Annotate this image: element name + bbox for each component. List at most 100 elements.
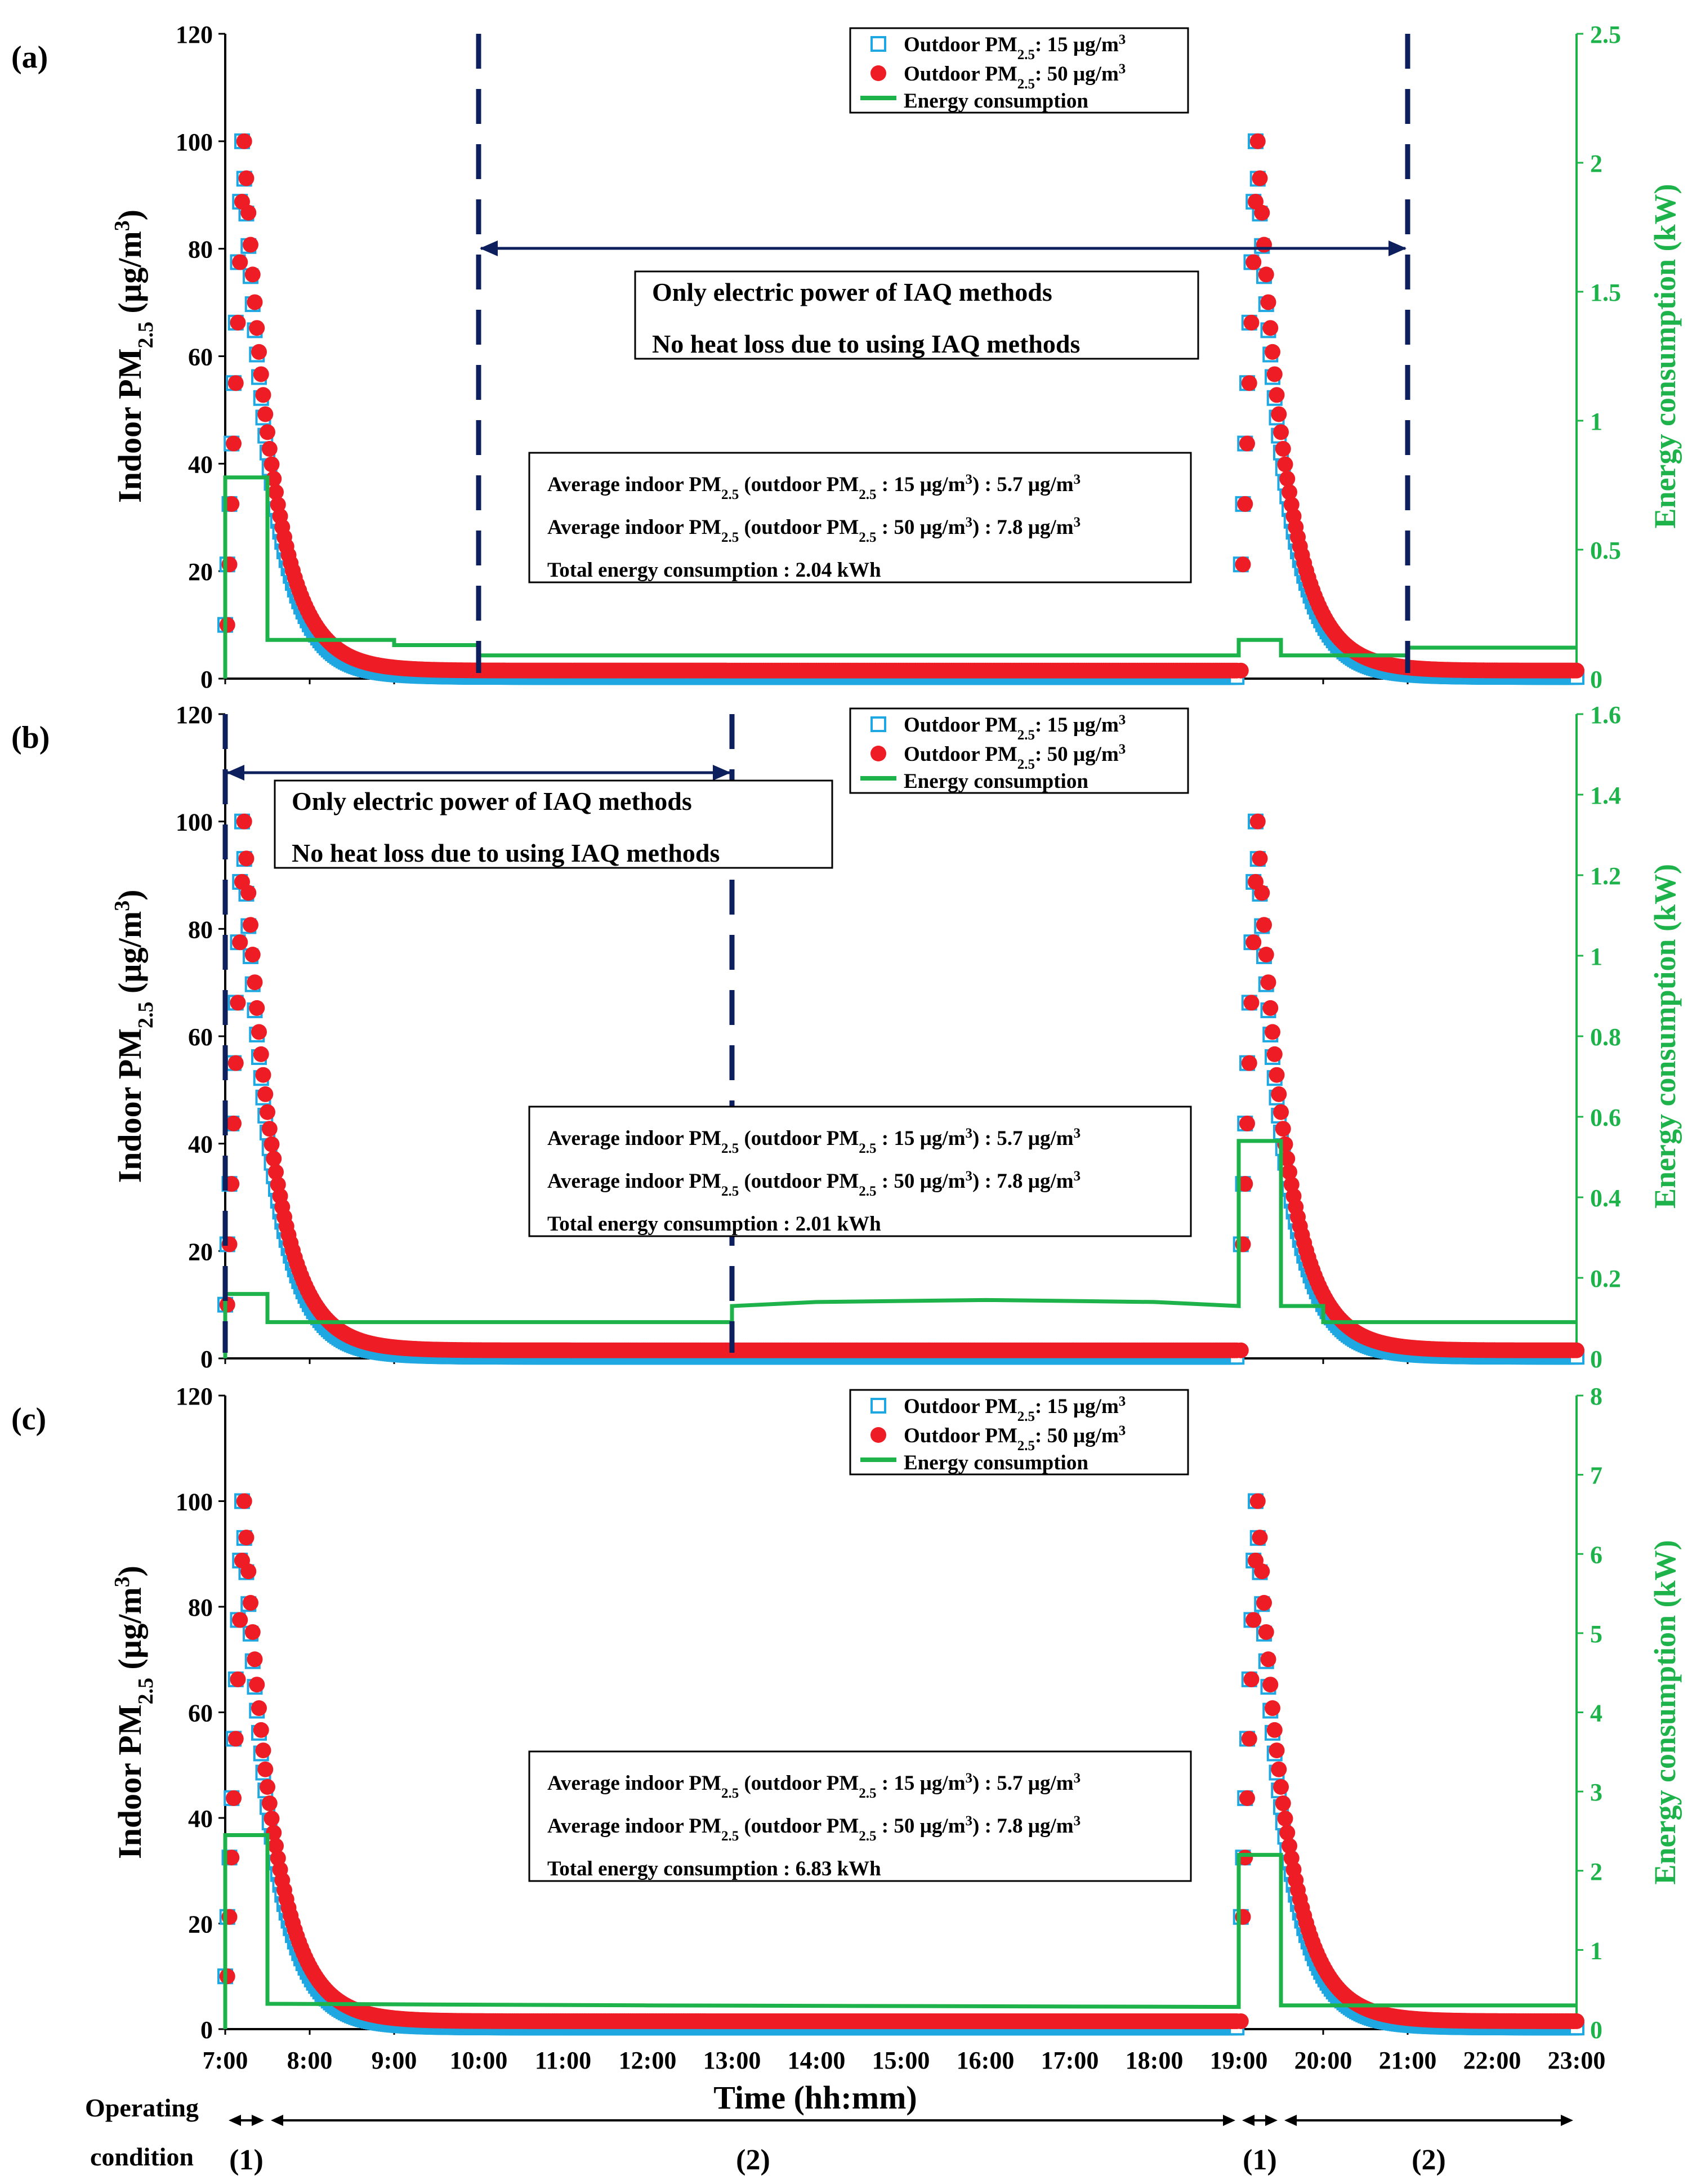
left-tick-label: 40 — [188, 451, 213, 478]
arrowhead-left — [226, 765, 244, 781]
pm50-point — [1260, 974, 1276, 991]
pm50-point — [1254, 204, 1270, 221]
pm50-point — [1252, 1530, 1268, 1546]
pm50-point — [230, 995, 246, 1011]
pm50-point — [236, 133, 252, 149]
pm50-point — [257, 1761, 274, 1777]
x-tick-label: 8:00 — [287, 2047, 333, 2074]
pm-series-outdoor-50 — [219, 813, 1584, 1358]
pm50-point — [244, 947, 261, 963]
pm50-point — [1243, 314, 1260, 331]
x-tick-label: 7:00 — [203, 2047, 248, 2074]
right-tick-label: 5 — [1590, 1620, 1602, 1648]
left-tick-label: 0 — [200, 2016, 213, 2044]
pm50-point — [261, 1795, 278, 1812]
operating-condition-label-line1: Operating — [85, 2093, 199, 2122]
pm50-point — [1233, 662, 1249, 679]
pm50-point — [238, 1530, 255, 1546]
pm50-point — [1275, 1795, 1291, 1812]
pm50-point — [1245, 254, 1262, 270]
total-energy-text: Total energy consumption : 6.83 kWh — [547, 1857, 881, 1880]
pm50-point — [260, 1104, 275, 1120]
span-arrowhead-right — [1265, 2115, 1278, 2126]
operating-condition-segment-label: (2) — [736, 2144, 770, 2176]
pm50-point — [232, 934, 248, 951]
pm50-point — [1258, 1624, 1274, 1640]
pm50-point — [1262, 320, 1279, 336]
panel-1: (a) 0 20 40 60 80 100 120 0 0.5 1 1.5 2 2.5 Indoor PM2… — [11, 21, 1682, 693]
span-arrowhead-right — [252, 2115, 264, 2126]
pm50-point — [247, 1651, 263, 1668]
pm50-point — [1282, 484, 1297, 500]
x-tick-label: 11:00 — [535, 2047, 591, 2074]
right-axis-title: Energy consumption (kW) — [1648, 184, 1682, 528]
pm50-point — [251, 344, 267, 360]
legend-entry: Outdoor PM2.5: 15 µg/m3 — [904, 32, 1126, 63]
x-tick-label: 17:00 — [1041, 2047, 1099, 2074]
legend-box — [849, 27, 1189, 114]
right-tick-label: 2 — [1590, 150, 1602, 177]
x-tick-label: 23:00 — [1548, 2047, 1606, 2074]
operating-condition-segment-label: (1) — [229, 2144, 264, 2176]
right-tick-label: 4 — [1590, 1700, 1602, 1727]
right-tick-label: 0 — [1590, 1345, 1602, 1373]
x-tick-label: 9:00 — [372, 2047, 417, 2074]
left-tick-label: 100 — [176, 1488, 213, 1516]
pm50-point — [1254, 1563, 1270, 1580]
pm50-point — [251, 1024, 267, 1040]
pm50-point — [1249, 133, 1266, 149]
pm50-point — [1237, 496, 1253, 512]
pm50-point — [1258, 266, 1274, 283]
legend-entry: Energy consumption — [904, 1451, 1088, 1474]
left-tick-label: 80 — [188, 236, 213, 264]
pm50-point — [1245, 1612, 1262, 1628]
stats-box — [528, 452, 1192, 583]
left-tick-label: 60 — [188, 1700, 213, 1727]
pm-series-outdoor-50 — [219, 133, 1584, 679]
pm50-point — [230, 1671, 246, 1687]
left-tick-label: 80 — [188, 916, 213, 943]
pm50-point — [257, 406, 274, 422]
left-tick-label: 0 — [200, 666, 213, 693]
pm50-point — [224, 496, 240, 512]
note-line: No heat loss due to using IAQ methods — [292, 839, 720, 867]
total-energy-text: Total energy consumption : 2.04 kWh — [547, 559, 881, 582]
note-line: Only electric power of IAQ methods — [292, 787, 692, 815]
pm50-point — [1265, 1700, 1280, 1717]
pm50-point — [1260, 1651, 1276, 1668]
pm50-point — [255, 1742, 271, 1759]
x-tick-label: 12:00 — [619, 2047, 677, 2074]
pm50-point — [1252, 170, 1268, 186]
pm50-point — [1266, 1046, 1283, 1062]
pm50-point — [266, 1151, 282, 1167]
pm50-point — [260, 424, 275, 440]
pm50-point — [253, 366, 269, 382]
legend-marker-50 — [870, 65, 886, 81]
left-tick-label: 20 — [188, 558, 213, 586]
legend-entry: Outdoor PM2.5: 50 µg/m3 — [904, 61, 1126, 92]
right-tick-label: 2 — [1590, 1858, 1602, 1886]
pm50-point — [1241, 375, 1257, 391]
right-tick-label: 0.4 — [1590, 1184, 1621, 1212]
pm50-point — [1277, 456, 1293, 473]
pm50-point — [1271, 1761, 1287, 1777]
pm50-point — [226, 1790, 242, 1806]
pm50-point — [253, 1046, 269, 1062]
right-tick-label: 0 — [1590, 666, 1602, 693]
pm50-point — [1269, 1067, 1285, 1083]
pm50-point — [1254, 885, 1270, 901]
pm50-point — [247, 294, 263, 310]
pm50-point — [1271, 1086, 1287, 1102]
left-tick-label: 0 — [200, 1345, 213, 1373]
pm50-point — [261, 1121, 278, 1137]
right-tick-label: 1 — [1590, 408, 1602, 435]
pm50-point — [232, 254, 248, 270]
span-arrowhead-right — [1561, 2115, 1573, 2126]
pm50-point — [255, 1067, 271, 1083]
right-tick-label: 0.2 — [1590, 1265, 1621, 1292]
pm50-point — [1249, 1493, 1266, 1509]
note-line: No heat loss due to using IAQ methods — [652, 329, 1080, 358]
pm50-point — [238, 170, 255, 186]
